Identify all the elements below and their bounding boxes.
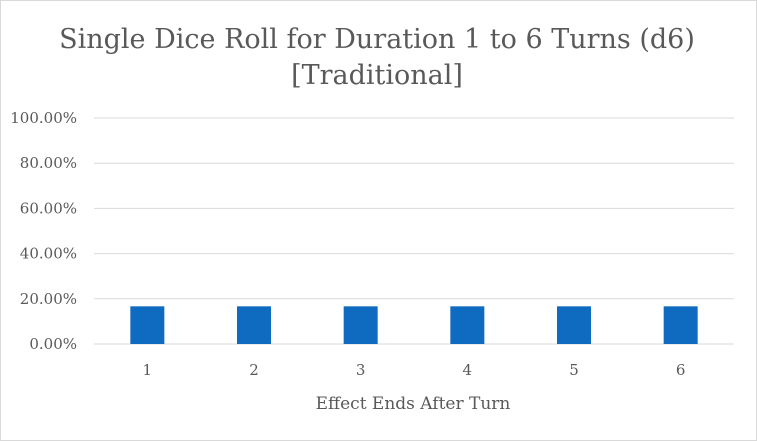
x-tick-label: 6 [676, 361, 686, 379]
bars [130, 306, 698, 344]
bar [557, 306, 591, 344]
x-tick-label: 4 [463, 361, 473, 379]
bar [130, 306, 165, 344]
x-tick-label: 2 [249, 361, 259, 379]
bar [450, 306, 485, 344]
bar [237, 306, 271, 344]
chart-title-line-1: Single Dice Roll for Duration 1 to 6 Tur… [59, 24, 695, 55]
chart-title-line-2: [Traditional] [291, 60, 463, 91]
y-tick-label: 0.00% [29, 335, 77, 353]
y-tick-label: 60.00% [20, 199, 77, 217]
bar [663, 306, 698, 344]
y-tick-label: 100.00% [10, 109, 77, 127]
x-tick-label: 1 [143, 361, 153, 379]
x-tick-label: 3 [356, 361, 366, 379]
x-axis-tick-labels: 1 2 3 4 5 6 [143, 361, 686, 379]
bar [343, 306, 378, 344]
y-tick-label: 80.00% [20, 154, 77, 172]
y-axis-tick-labels: 0.00% 20.00% 40.00% 60.00% 80.00% 100.00% [10, 109, 77, 353]
y-tick-label: 20.00% [20, 290, 77, 308]
x-axis-title: Effect Ends After Turn [316, 394, 511, 414]
y-tick-label: 40.00% [20, 245, 77, 263]
gridlines [94, 117, 734, 345]
x-tick-label: 5 [569, 361, 579, 379]
